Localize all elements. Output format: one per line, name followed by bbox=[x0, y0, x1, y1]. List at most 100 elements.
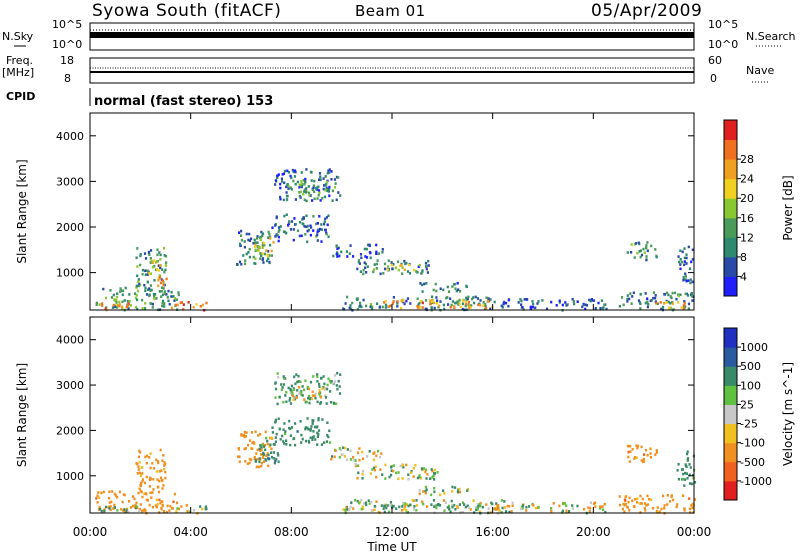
data-point bbox=[253, 456, 256, 459]
data-point bbox=[240, 434, 243, 437]
data-point bbox=[284, 432, 287, 436]
data-point bbox=[319, 178, 322, 182]
data-point bbox=[676, 469, 679, 472]
data-point bbox=[277, 376, 280, 379]
data-point bbox=[628, 460, 631, 463]
data-point bbox=[135, 256, 138, 260]
data-point bbox=[352, 456, 355, 459]
data-point bbox=[165, 293, 168, 296]
data-point bbox=[286, 169, 289, 173]
data-point bbox=[645, 244, 648, 247]
data-point bbox=[684, 463, 687, 466]
data-point bbox=[168, 302, 171, 306]
data-point bbox=[326, 383, 329, 387]
data-point bbox=[510, 510, 513, 513]
data-point bbox=[328, 429, 331, 433]
data-point bbox=[685, 279, 688, 283]
y-tick-label: 2000 bbox=[56, 424, 84, 437]
data-point bbox=[491, 502, 494, 506]
data-point bbox=[201, 303, 204, 307]
data-point bbox=[256, 241, 259, 244]
data-point bbox=[164, 462, 167, 466]
data-point bbox=[446, 285, 449, 289]
data-point bbox=[373, 508, 376, 512]
data-point bbox=[646, 297, 649, 300]
data-point bbox=[309, 233, 312, 237]
data-point bbox=[282, 230, 286, 233]
data-point bbox=[632, 291, 635, 295]
data-point bbox=[637, 241, 640, 245]
data-point bbox=[275, 432, 278, 436]
data-point bbox=[686, 452, 689, 456]
data-point bbox=[532, 302, 535, 306]
data-point bbox=[236, 455, 240, 458]
data-point bbox=[159, 253, 162, 257]
data-point bbox=[339, 448, 342, 452]
data-point bbox=[356, 308, 360, 311]
data-point bbox=[153, 297, 156, 300]
data-point bbox=[693, 481, 697, 484]
data-point bbox=[599, 507, 602, 510]
data-point bbox=[660, 307, 663, 311]
data-point bbox=[431, 476, 434, 479]
data-point bbox=[451, 285, 454, 288]
data-point bbox=[656, 506, 659, 509]
data-point bbox=[237, 448, 240, 451]
data-point bbox=[108, 496, 111, 500]
data-point bbox=[298, 191, 301, 194]
data-point bbox=[360, 498, 363, 502]
data-point bbox=[264, 458, 267, 461]
data-point bbox=[680, 260, 684, 264]
data-point bbox=[337, 176, 340, 179]
data-point bbox=[260, 461, 263, 465]
data-point bbox=[271, 426, 274, 429]
data-point bbox=[379, 272, 382, 276]
data-point bbox=[338, 385, 341, 388]
date-title: 05/Apr/2009 bbox=[591, 1, 703, 21]
data-point bbox=[276, 452, 279, 455]
data-point bbox=[238, 231, 241, 234]
data-point bbox=[634, 498, 637, 501]
data-point bbox=[384, 306, 387, 309]
data-point bbox=[477, 303, 480, 307]
data-point bbox=[305, 214, 308, 217]
data-point bbox=[267, 453, 270, 457]
data-point bbox=[334, 449, 337, 453]
data-point bbox=[482, 301, 485, 304]
data-point bbox=[135, 286, 138, 289]
data-point bbox=[583, 507, 586, 511]
data-point bbox=[398, 505, 401, 509]
data-point bbox=[396, 260, 400, 264]
data-point bbox=[313, 425, 317, 429]
data-point bbox=[286, 182, 289, 186]
data-point bbox=[349, 304, 352, 307]
data-point bbox=[170, 306, 174, 310]
data-point bbox=[461, 307, 464, 311]
data-point bbox=[324, 396, 328, 399]
data-point bbox=[290, 220, 294, 223]
data-point bbox=[626, 251, 629, 254]
data-point bbox=[399, 264, 402, 268]
data-point bbox=[437, 503, 440, 507]
freq-tick-top: 18 bbox=[60, 54, 74, 67]
data-point bbox=[109, 505, 112, 508]
data-point bbox=[307, 439, 310, 443]
data-point bbox=[162, 484, 165, 487]
data-point bbox=[645, 246, 648, 250]
data-point bbox=[654, 296, 657, 300]
data-point bbox=[254, 458, 257, 462]
data-point bbox=[485, 306, 488, 310]
data-point bbox=[427, 259, 430, 263]
data-point bbox=[148, 503, 151, 507]
data-point bbox=[331, 382, 334, 385]
data-point bbox=[315, 235, 318, 238]
data-point bbox=[109, 508, 112, 512]
data-point bbox=[497, 503, 500, 507]
data-point bbox=[266, 452, 269, 455]
data-point bbox=[294, 382, 297, 386]
data-point bbox=[455, 289, 458, 293]
data-point bbox=[158, 274, 161, 277]
data-point bbox=[677, 255, 680, 258]
data-point bbox=[635, 444, 638, 447]
data-point bbox=[164, 254, 168, 258]
